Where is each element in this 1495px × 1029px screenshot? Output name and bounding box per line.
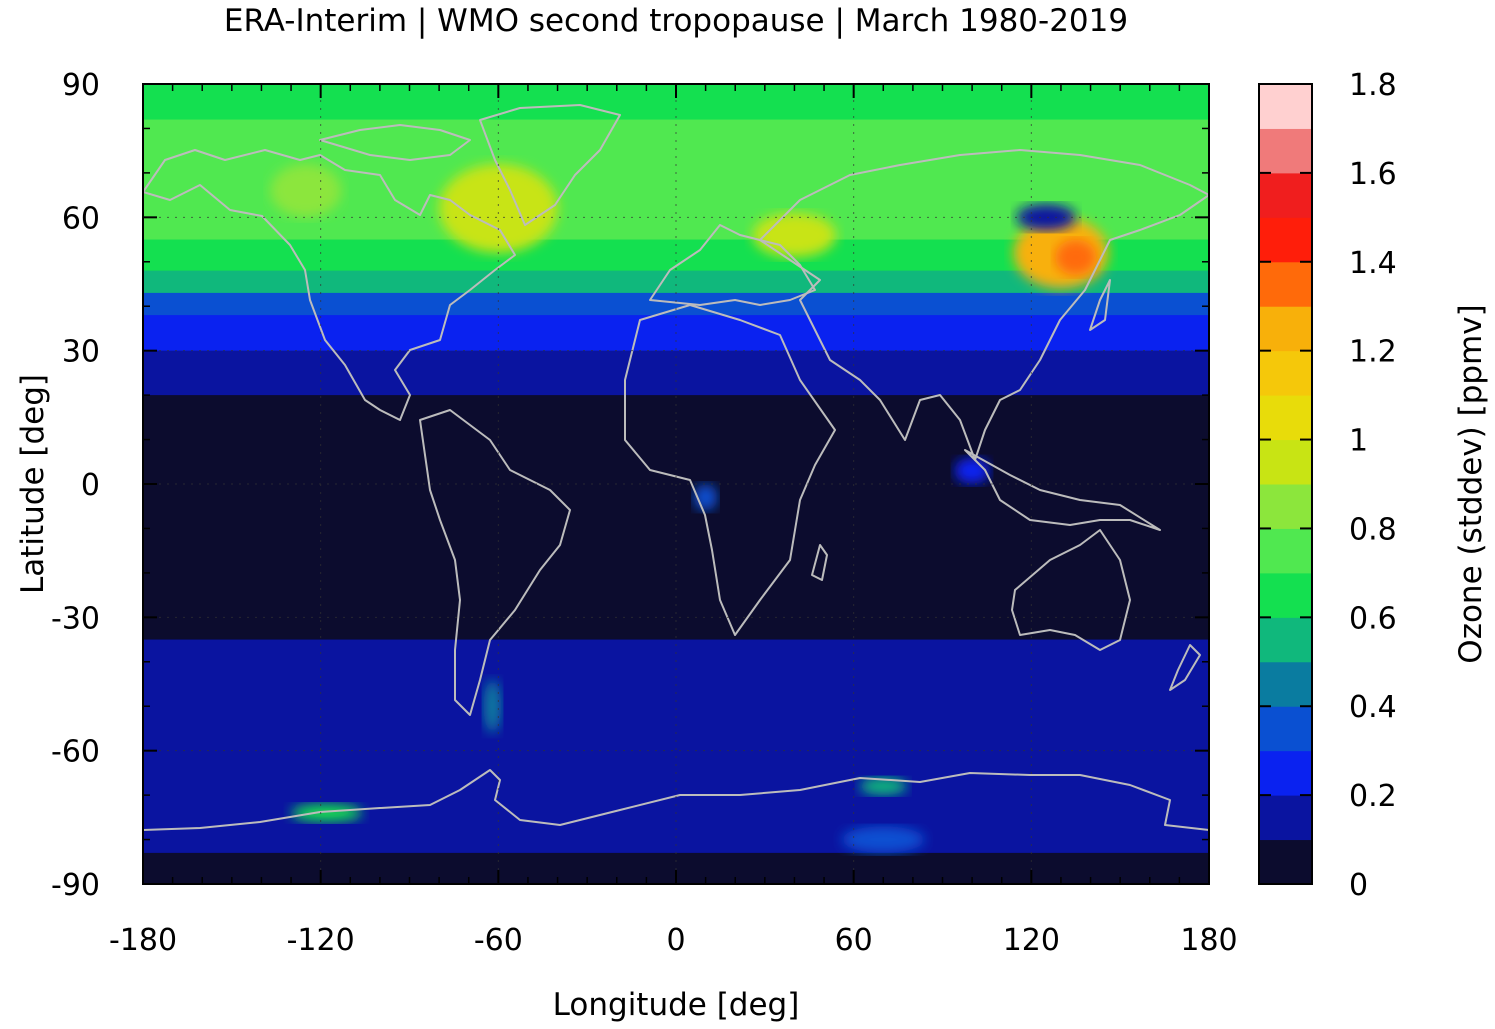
x-tick-label-6: 180 bbox=[1180, 923, 1237, 958]
y-tick-label-3: 0 bbox=[81, 468, 100, 503]
y-tick-label-2: 30 bbox=[62, 335, 100, 370]
coastline-australia bbox=[1011, 529, 1131, 651]
coastline-europe bbox=[649, 224, 816, 306]
colorbar-frame bbox=[1258, 83, 1313, 885]
coastline-greenland bbox=[479, 104, 621, 226]
colorbar-level-16 bbox=[1259, 128, 1312, 174]
coastline-north-america bbox=[143, 149, 516, 421]
x-axis-label: Longitude [deg] bbox=[553, 987, 800, 1023]
colorbar-ticks: 0 0.2 0.4 0.6 0.8 1 1.2 1.4 1.6 1.8 bbox=[1259, 68, 1397, 903]
y-axis-label: Latitude [deg] bbox=[15, 374, 51, 594]
ozone-feature-0 bbox=[439, 164, 558, 253]
colorbar-level-8 bbox=[1259, 484, 1312, 529]
zonal-band-5 bbox=[143, 292, 1209, 317]
colorbar-tick-label-8: 1.6 bbox=[1349, 157, 1397, 192]
colorbar-tick-label-1: 0.2 bbox=[1349, 779, 1397, 814]
grid-lines bbox=[143, 84, 1209, 884]
colorbar-tick-label-5: 1 bbox=[1349, 424, 1368, 459]
coastline-japan bbox=[1089, 279, 1111, 331]
colorbar-label: Ozone (stddev) [ppmv] bbox=[1453, 304, 1489, 663]
colorbar-level-9 bbox=[1259, 439, 1312, 485]
coastline-arctic-islands bbox=[319, 124, 471, 161]
ozone-feature-8 bbox=[841, 826, 925, 853]
colorbar-level-0 bbox=[1259, 839, 1312, 885]
colorbar-level-14 bbox=[1259, 217, 1312, 263]
y-tick-label-6: -90 bbox=[51, 868, 100, 903]
zonal-band-10 bbox=[143, 830, 1209, 854]
colorbar-level-6 bbox=[1259, 572, 1312, 618]
colorbar bbox=[1259, 84, 1312, 885]
x-tick-label-0: -180 bbox=[109, 923, 177, 958]
y-tick-label-5: -60 bbox=[51, 735, 100, 770]
colorbar-level-1 bbox=[1259, 795, 1312, 841]
x-tick-label-4: 60 bbox=[835, 923, 873, 958]
colorbar-tick-label-4: 0.8 bbox=[1349, 512, 1397, 547]
coastline-antarctica bbox=[143, 769, 1209, 831]
coastline-madagascar bbox=[811, 544, 828, 581]
colorbar-tick-label-0: 0 bbox=[1349, 868, 1368, 903]
chart-title: ERA-Interim | WMO second tropopause | Ma… bbox=[224, 3, 1128, 39]
colorbar-level-13 bbox=[1259, 261, 1312, 307]
ozone-feature-1 bbox=[270, 164, 342, 218]
x-tick-label-1: -120 bbox=[287, 923, 355, 958]
coastline-south-america bbox=[419, 409, 571, 716]
x-tick-label-5: 120 bbox=[1003, 923, 1060, 958]
x-tick-label-3: 0 bbox=[666, 923, 685, 958]
ozone-feature-2 bbox=[752, 212, 836, 258]
y-tick-label-4: -30 bbox=[51, 601, 100, 636]
colorbar-level-5 bbox=[1259, 617, 1312, 663]
ozone-feature-5 bbox=[1016, 204, 1076, 231]
coastline-africa bbox=[624, 304, 836, 636]
ozone-feature-6 bbox=[291, 804, 363, 822]
colorbar-level-10 bbox=[1259, 395, 1312, 441]
y-tick-label-1: 60 bbox=[62, 201, 100, 236]
ozone-feature-7 bbox=[859, 777, 907, 796]
colorbar-level-2 bbox=[1259, 750, 1312, 796]
ozone-feature-4 bbox=[1055, 239, 1097, 276]
ozone-feature-11 bbox=[954, 457, 990, 484]
ozone-feature-9 bbox=[483, 679, 502, 733]
coastline-indonesia bbox=[964, 449, 1161, 531]
colorbar-level-3 bbox=[1259, 706, 1312, 752]
coastlines bbox=[143, 104, 1209, 831]
colorbar-level-12 bbox=[1259, 306, 1312, 352]
colorbar-tick-label-6: 1.2 bbox=[1349, 335, 1397, 370]
coastline-asia bbox=[759, 149, 1209, 461]
colorbar-tick-label-7: 1.4 bbox=[1349, 246, 1397, 281]
colorbar-level-15 bbox=[1259, 172, 1312, 218]
zonal-band-4 bbox=[143, 270, 1209, 294]
ozone-features bbox=[270, 164, 1109, 853]
y-tick-label-0: 90 bbox=[62, 68, 100, 103]
axis-ticks: -180 -120 -60 0 60 120 180 90 60 30 0 -30 -60 -90 bbox=[51, 68, 1238, 958]
colorbar-level-17 bbox=[1259, 84, 1312, 129]
x-tick-label-2: -60 bbox=[474, 923, 523, 958]
colorbar-tick-label-2: 0.4 bbox=[1349, 690, 1397, 725]
colorbar-tick-label-9: 1.8 bbox=[1349, 68, 1397, 103]
colorbar-level-4 bbox=[1259, 661, 1312, 707]
colorbar-tick-label-3: 0.6 bbox=[1349, 601, 1397, 636]
coastline-new-zealand bbox=[1169, 644, 1201, 691]
colorbar-level-7 bbox=[1259, 528, 1312, 574]
colorbar-level-11 bbox=[1259, 350, 1312, 396]
zonal-band-9 bbox=[143, 639, 1209, 832]
